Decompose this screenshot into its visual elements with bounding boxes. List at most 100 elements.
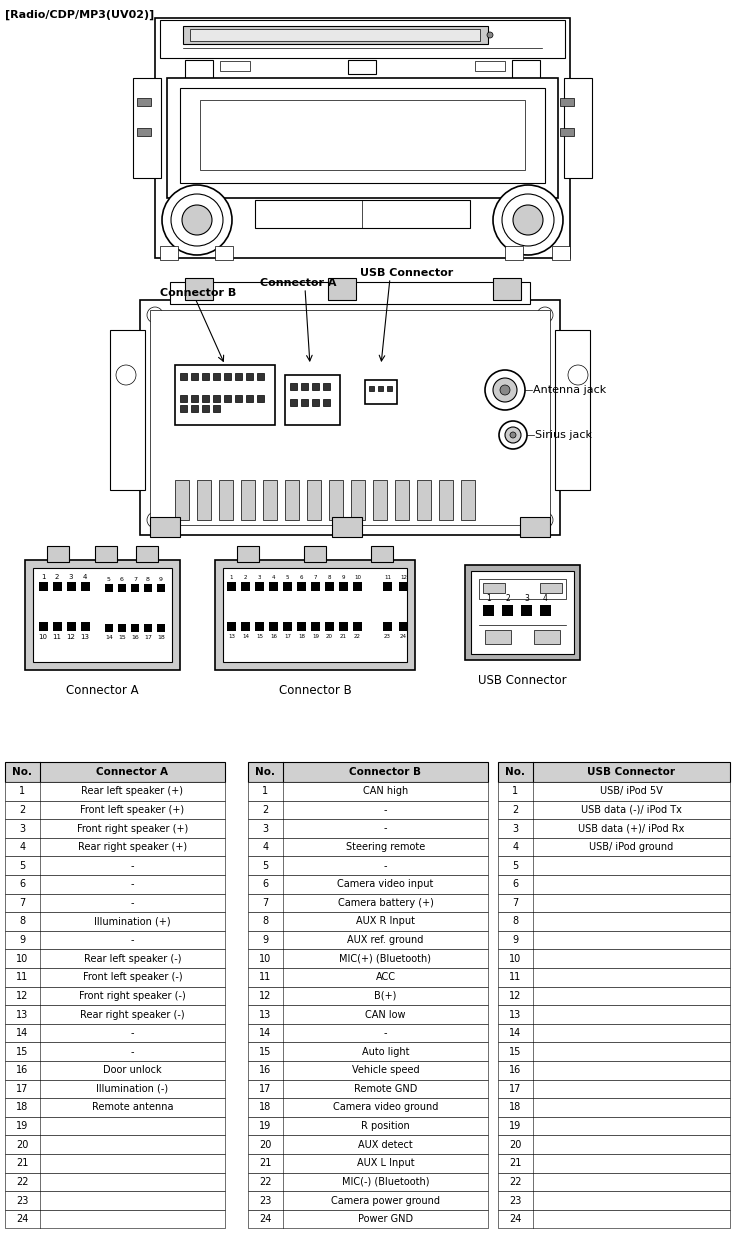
Text: Front right speaker (+): Front right speaker (+) (77, 823, 188, 833)
Text: 3: 3 (19, 823, 26, 833)
Bar (498, 1061, 730, 1080)
Bar (5, 819, 225, 838)
Bar (202, 373, 209, 380)
Bar (137, 97, 151, 106)
Bar (399, 582, 408, 591)
Circle shape (510, 432, 516, 438)
Bar (248, 1209, 488, 1228)
Text: 9: 9 (512, 935, 519, 945)
Bar (479, 579, 566, 598)
Bar (248, 1006, 488, 1024)
Text: MIC(-) (Bluetooth): MIC(-) (Bluetooth) (342, 1177, 429, 1187)
Bar (552, 246, 570, 260)
Circle shape (493, 378, 517, 402)
Text: 1: 1 (40, 574, 46, 580)
Bar (5, 949, 225, 967)
Circle shape (537, 307, 553, 323)
Text: 6: 6 (262, 880, 268, 890)
Bar (53, 622, 62, 631)
Bar (323, 399, 330, 406)
Bar (95, 545, 117, 561)
Text: 8: 8 (328, 575, 331, 580)
Bar (498, 1135, 730, 1154)
Bar (5, 1191, 225, 1209)
Text: 3: 3 (69, 574, 74, 580)
Text: USB/ iPod 5V: USB/ iPod 5V (600, 786, 663, 796)
Bar (180, 395, 187, 402)
Text: 13: 13 (81, 634, 90, 640)
Text: 15: 15 (118, 636, 126, 640)
Bar (248, 763, 488, 782)
Bar (301, 399, 308, 406)
Text: 13: 13 (259, 1009, 272, 1019)
Bar (283, 622, 292, 631)
Bar (471, 571, 574, 654)
Text: 8: 8 (262, 917, 268, 927)
Text: 3: 3 (524, 594, 529, 603)
Text: 1: 1 (486, 594, 491, 603)
Text: 7: 7 (262, 898, 268, 908)
Text: 22: 22 (354, 634, 361, 639)
Bar (540, 605, 551, 616)
Text: CAN high: CAN high (363, 786, 408, 796)
Bar (213, 373, 220, 380)
Bar (213, 395, 220, 402)
Circle shape (502, 194, 554, 246)
Text: 2: 2 (19, 805, 26, 814)
Bar (248, 1080, 488, 1098)
Bar (560, 128, 574, 136)
Text: 1: 1 (19, 786, 26, 796)
Bar (248, 1098, 488, 1117)
Bar (200, 100, 525, 170)
Text: Camera video ground: Camera video ground (333, 1102, 438, 1113)
Circle shape (147, 307, 163, 323)
Text: Camera power ground: Camera power ground (331, 1196, 440, 1206)
Text: 2: 2 (244, 575, 247, 580)
Bar (520, 517, 550, 537)
Text: 17: 17 (259, 1083, 272, 1093)
Text: 1: 1 (262, 786, 268, 796)
Bar (461, 480, 475, 520)
Bar (248, 1172, 488, 1191)
Bar (223, 568, 407, 661)
Bar (248, 819, 488, 838)
Text: -: - (131, 880, 135, 890)
Circle shape (513, 205, 543, 234)
Text: Sirius jack: Sirius jack (535, 429, 592, 441)
Bar (224, 373, 231, 380)
Bar (237, 545, 259, 561)
Bar (191, 373, 198, 380)
Bar (5, 893, 225, 912)
Text: 7: 7 (314, 575, 318, 580)
Bar (255, 200, 470, 228)
Text: 18: 18 (259, 1102, 272, 1113)
Bar (67, 582, 76, 591)
Bar (304, 545, 326, 561)
Text: 21: 21 (340, 634, 347, 639)
Bar (285, 480, 299, 520)
Bar (241, 480, 255, 520)
Text: 22: 22 (16, 1177, 29, 1187)
Bar (248, 801, 488, 819)
Text: B(+): B(+) (374, 991, 397, 1001)
Text: 16: 16 (259, 1065, 272, 1075)
Text: 13: 13 (16, 1009, 29, 1019)
Text: 9: 9 (159, 578, 163, 582)
Bar (215, 560, 415, 670)
Bar (365, 380, 397, 404)
Text: 11: 11 (52, 634, 62, 640)
Bar (185, 60, 213, 78)
Text: -: - (384, 860, 387, 871)
Bar (255, 582, 264, 591)
Text: Front right speaker (-): Front right speaker (-) (79, 991, 186, 1001)
Text: 5: 5 (262, 860, 268, 871)
Bar (131, 624, 139, 632)
Bar (248, 1043, 488, 1061)
Bar (140, 300, 560, 536)
Circle shape (162, 185, 232, 255)
Text: 7: 7 (133, 578, 137, 582)
Text: 4: 4 (543, 594, 548, 603)
Text: 22: 22 (509, 1177, 522, 1187)
Bar (269, 622, 278, 631)
Bar (248, 1191, 488, 1209)
